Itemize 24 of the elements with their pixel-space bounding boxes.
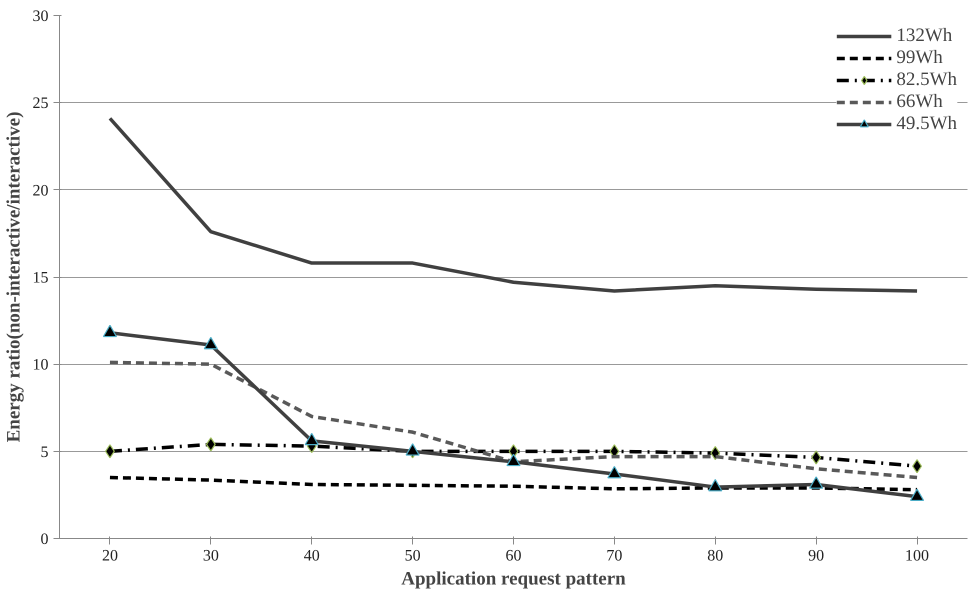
legend-label: 66Wh [896, 91, 943, 113]
x-tick-label: 60 [506, 548, 522, 564]
y-tick-label: 25 [32, 95, 48, 112]
legend-label: 82.5Wh [896, 69, 957, 91]
legend-label: 49.5Wh [896, 113, 957, 135]
x-tick-label: 100 [905, 548, 930, 564]
x-axis-title: Application request pattern [401, 568, 626, 590]
line-series [108, 360, 919, 480]
y-tick-label: 20 [32, 182, 48, 200]
y-tick-label: 10 [32, 356, 48, 374]
y-tick-label: 30 [32, 8, 48, 25]
y-tick-label: 5 [40, 444, 48, 461]
x-tick-label: 40 [304, 548, 320, 564]
x-tick-label: 50 [404, 548, 421, 564]
x-tick-label: 90 [808, 548, 824, 564]
legend-label: 99Wh [896, 47, 943, 69]
x-tick-label: 30 [202, 548, 219, 564]
y-tick-label: 15 [32, 270, 48, 286]
legend-label: 132Wh [896, 25, 952, 47]
x-tick-label: 80 [707, 548, 724, 564]
y-axis-title: Energy ratio(non-interactive/interactive) [4, 112, 24, 442]
x-tick-label: 70 [606, 548, 622, 564]
y-tick-label: 0 [40, 531, 48, 548]
x-tick-label: 20 [102, 548, 118, 564]
